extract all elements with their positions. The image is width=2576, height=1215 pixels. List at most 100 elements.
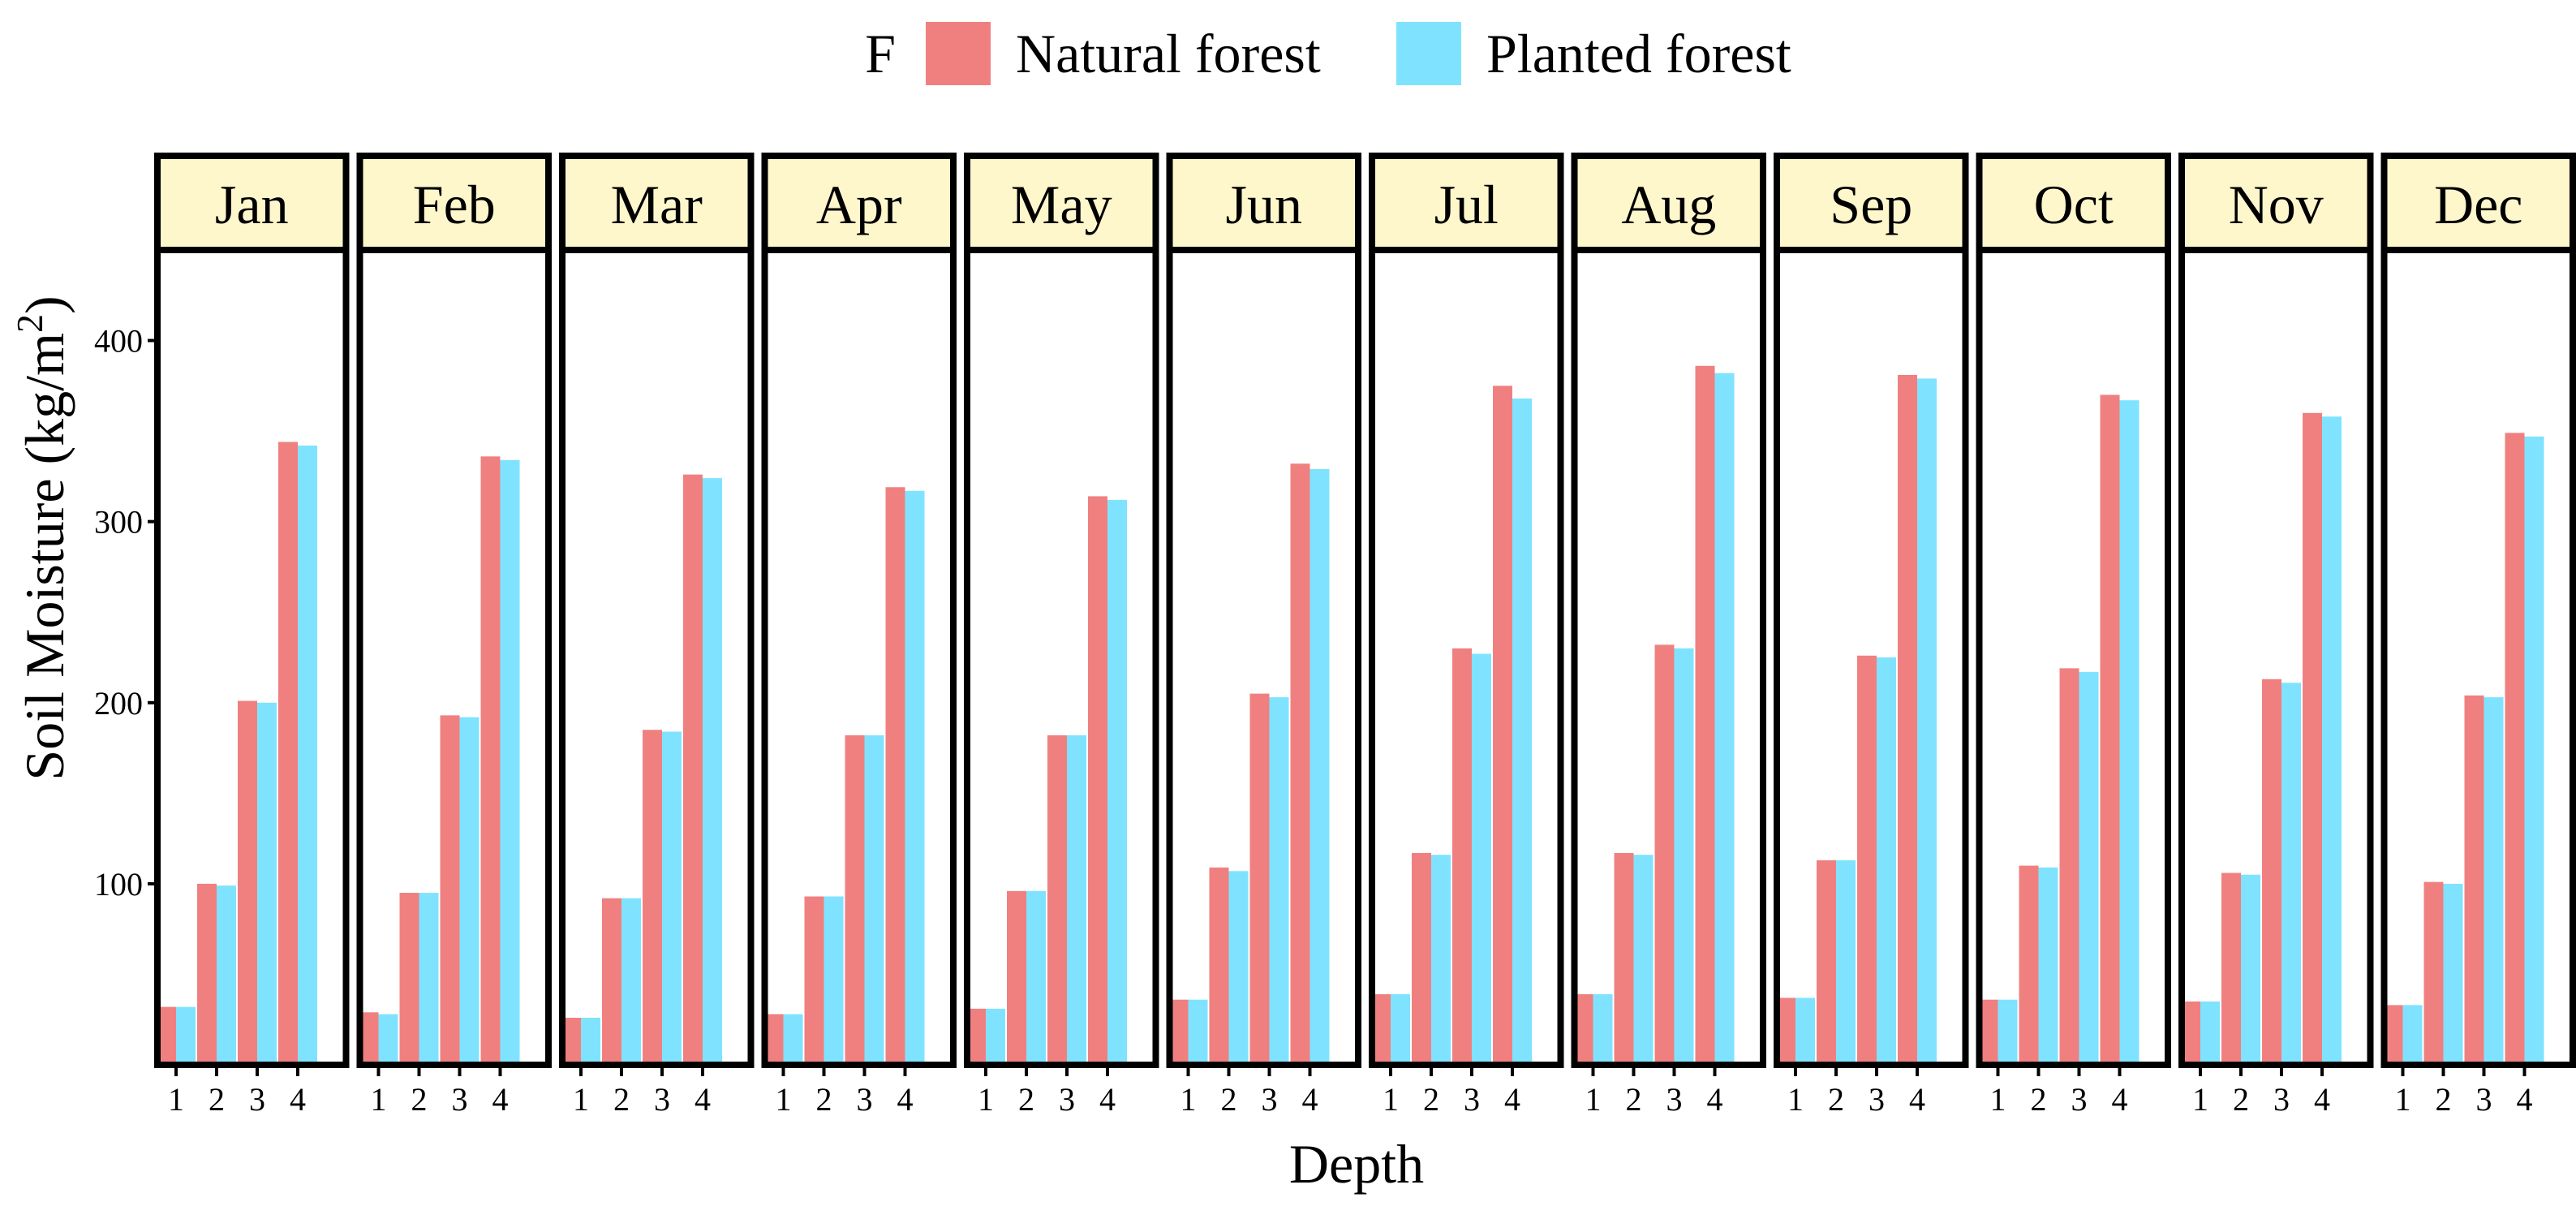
bar-planted-forest <box>257 702 277 1065</box>
facet-panel-frame <box>356 247 552 1068</box>
bar-planted-forest <box>1228 871 1249 1065</box>
facet-strip <box>1976 153 2171 253</box>
bar-natural-forest <box>1249 693 1270 1065</box>
bar-natural-forest <box>1088 496 1107 1065</box>
facet-panel-frame <box>964 247 1159 1068</box>
bar-natural-forest <box>1493 386 1512 1065</box>
x-tick-label: 3 <box>452 1081 468 1118</box>
facet-strip <box>2178 153 2374 253</box>
bar-planted-forest <box>905 490 925 1065</box>
facet-panel-jul: Jul 1 2 3 4 <box>1369 153 1564 1118</box>
bar-planted-forest <box>298 445 317 1065</box>
legend-label-planted-forest: Planted forest <box>1486 23 1791 84</box>
bar-natural-forest <box>1452 648 1472 1065</box>
bar-natural-forest <box>238 700 257 1065</box>
facet-panel-jun: Jun 1 2 3 4 <box>1166 153 1361 1118</box>
facet-strip-label: May <box>1011 174 1112 235</box>
bar-planted-forest <box>2079 671 2099 1065</box>
facet-strip <box>761 153 957 253</box>
y-tick-label: 100 <box>94 866 143 903</box>
facet-panel-aug: Aug 1 2 3 4 <box>1571 153 1766 1118</box>
facet-strip-label: Sep <box>1830 174 1912 235</box>
x-tick-label: 2 <box>411 1081 428 1118</box>
bar-planted-forest <box>1836 860 1856 1065</box>
facet-strip-label: Aug <box>1621 174 1716 235</box>
facet-strip <box>1571 153 1766 253</box>
bar-planted-forest <box>217 885 236 1065</box>
x-tick-label: 2 <box>1018 1081 1034 1118</box>
bar-planted-forest <box>1391 993 1410 1065</box>
bar-planted-forest <box>1877 657 1896 1065</box>
bar-planted-forest <box>824 896 844 1065</box>
x-tick-label: 3 <box>1464 1081 1480 1118</box>
x-tick-label: 2 <box>2436 1081 2452 1118</box>
facet-panel-frame <box>2380 247 2576 1068</box>
x-tick-label: 2 <box>1221 1081 1237 1118</box>
bar-natural-forest <box>885 487 905 1065</box>
x-tick-label: 1 <box>371 1081 387 1118</box>
x-tick-label: 4 <box>897 1081 914 1118</box>
facet-panel-frame <box>559 247 755 1068</box>
legend-swatch-natural-forest <box>926 22 991 85</box>
bar-planted-forest <box>986 1008 1005 1065</box>
x-tick-label: 3 <box>1059 1081 1075 1118</box>
bar-natural-forest <box>804 896 824 1065</box>
bar-natural-forest <box>1695 365 1715 1065</box>
facet-strip-label: Nov <box>2229 174 2324 235</box>
x-tick-label: 4 <box>1909 1081 1925 1118</box>
facet-panel-frame <box>1571 247 1766 1068</box>
legend: F Natural forest Planted forest <box>865 22 1791 85</box>
bar-natural-forest <box>1614 852 1634 1065</box>
facet-panel-mar: Mar 1 2 3 4 <box>559 153 755 1118</box>
bar-planted-forest <box>581 1017 600 1065</box>
bar-planted-forest <box>1310 468 1330 1065</box>
bar-planted-forest <box>1795 997 1815 1065</box>
bar-natural-forest <box>2303 412 2322 1065</box>
x-tick-label: 3 <box>249 1081 265 1118</box>
facet-strip <box>1166 153 1361 253</box>
bar-planted-forest <box>1107 499 1127 1065</box>
bar-planted-forest <box>2200 1001 2220 1065</box>
bar-planted-forest <box>1472 653 1491 1065</box>
x-tick-label: 2 <box>2233 1081 2249 1118</box>
bar-planted-forest <box>2524 436 2544 1065</box>
facet-strip <box>964 153 1159 253</box>
bar-natural-forest <box>278 442 298 1065</box>
facet-strip-label: Mar <box>611 174 703 235</box>
bar-planted-forest <box>662 731 682 1065</box>
x-tick-label: 1 <box>1383 1081 1399 1118</box>
bar-natural-forest <box>2221 872 2241 1065</box>
bar-natural-forest <box>845 735 865 1065</box>
y-axis: 100 200 300 400 <box>94 323 157 903</box>
x-tick-label: 2 <box>1626 1081 1642 1118</box>
x-tick-label: 2 <box>613 1081 630 1118</box>
facet-strip-label: Oct <box>2034 174 2114 235</box>
x-tick-label: 3 <box>1869 1081 1885 1118</box>
x-tick-label: 3 <box>857 1081 873 1118</box>
x-tick-label: 3 <box>1262 1081 1278 1118</box>
x-tick-label: 1 <box>2395 1081 2411 1118</box>
bar-natural-forest <box>643 730 662 1065</box>
bar-natural-forest <box>602 898 621 1065</box>
bar-planted-forest <box>459 717 480 1065</box>
bar-planted-forest <box>1674 648 1694 1065</box>
bar-natural-forest <box>683 474 703 1065</box>
bar-planted-forest <box>1998 999 2018 1065</box>
x-tick-label: 1 <box>776 1081 792 1118</box>
x-tick-label: 1 <box>1990 1081 2006 1118</box>
x-tick-label: 2 <box>2031 1081 2047 1118</box>
bar-planted-forest <box>1067 735 1086 1065</box>
bar-planted-forest <box>500 459 520 1065</box>
bar-natural-forest <box>1007 890 1026 1065</box>
bar-natural-forest <box>1209 867 1229 1065</box>
legend-label-natural-forest: Natural forest <box>1016 23 1321 84</box>
x-tick-label: 2 <box>209 1081 225 1118</box>
bar-planted-forest <box>378 1014 398 1065</box>
x-tick-label: 4 <box>2112 1081 2128 1118</box>
x-tick-label: 4 <box>2314 1081 2330 1118</box>
facet-strip <box>356 153 552 253</box>
facet-strip <box>2380 153 2576 253</box>
x-axis-title: Depth <box>1289 1133 1424 1195</box>
